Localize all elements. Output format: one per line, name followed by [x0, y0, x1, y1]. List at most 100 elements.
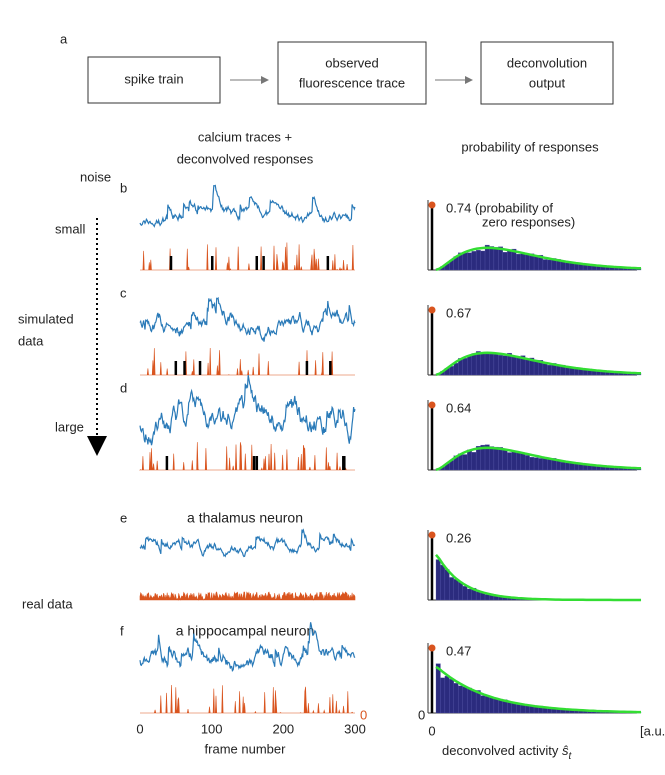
hist-bar: [543, 260, 547, 270]
zero-dot: [429, 202, 436, 209]
hist-bar: [503, 450, 507, 470]
calcium-trace: [140, 530, 355, 557]
hist-bar: [472, 690, 476, 713]
panel-title: a thalamus neuron: [187, 510, 303, 526]
calcium-trace: [140, 186, 355, 227]
zero-dot: [429, 402, 436, 409]
x-tick-label: 0: [136, 721, 143, 736]
hist-bar: [525, 455, 529, 470]
hist-bar: [494, 447, 498, 470]
hist-bar: [472, 353, 476, 375]
hist-bar: [476, 250, 480, 270]
x-tick-label: 300: [344, 721, 366, 736]
flow-box: [481, 42, 613, 104]
hist-bar: [521, 253, 525, 270]
hist-bar: [476, 592, 480, 600]
hist-bar: [503, 356, 507, 375]
calcium-trace: [140, 375, 355, 445]
true-spike: [327, 256, 330, 270]
flow-text: output: [529, 75, 566, 90]
subscript: t: [568, 751, 572, 762]
flow-box: [278, 42, 426, 104]
hist-bar: [476, 351, 480, 375]
row-label: simulated: [18, 311, 74, 326]
x-tick-label: 200: [272, 721, 294, 736]
deconvolved-response: [140, 592, 355, 600]
hist-bar: [494, 699, 498, 713]
hist-bar: [445, 676, 449, 713]
hist-bar: [489, 246, 493, 270]
true-spike: [343, 456, 346, 470]
zero-dot: [429, 532, 436, 539]
panel-title: a hippocampal neuron: [176, 623, 315, 639]
hist-bar: [494, 354, 498, 375]
hist-bar: [556, 461, 560, 470]
column-header: calcium traces +: [198, 129, 292, 144]
hist-bar: [436, 664, 440, 713]
x-axis-label: frame number: [205, 741, 287, 756]
calcium-trace: [140, 298, 355, 342]
hist-bar: [547, 365, 551, 375]
probability-label: 0.47: [446, 643, 471, 658]
hist-bar: [485, 595, 489, 600]
row-label: data: [18, 333, 44, 348]
deconvolved-response: [140, 442, 355, 470]
hist-bar: [534, 458, 538, 470]
hist-bar: [481, 251, 485, 270]
hist-bar: [507, 453, 511, 470]
true-spike: [262, 256, 265, 270]
hist-bar: [525, 359, 529, 375]
hist-bar: [507, 250, 511, 270]
row-label: large: [55, 419, 84, 434]
unit-label: [a.u.]: [640, 723, 665, 738]
probability-label: 0.74 (probability of: [446, 200, 553, 215]
deconvolved-response: [140, 348, 355, 375]
zero-dot: [429, 307, 436, 314]
hist-bar: [458, 686, 462, 713]
probability-label: 0.67: [446, 305, 471, 320]
hist-bar: [516, 254, 520, 270]
hist-bar: [463, 358, 467, 375]
hist-bar: [521, 454, 525, 470]
true-spike: [253, 456, 256, 470]
hist-bar: [481, 354, 485, 375]
hist-bar: [521, 705, 525, 713]
true-spike: [183, 361, 186, 375]
hist-bar: [463, 586, 467, 600]
hist-bar: [449, 679, 453, 713]
true-spike: [175, 361, 178, 375]
hist-bar: [543, 458, 547, 470]
hist-bar: [516, 357, 520, 375]
panel-letter: b: [120, 180, 127, 195]
hist-bar: [440, 678, 444, 713]
true-spike: [256, 456, 259, 470]
x-axis-label: deconvolved activity ŝt: [442, 743, 572, 761]
hist-bar: [561, 462, 565, 470]
true-spike: [329, 361, 332, 375]
hist-bar: [503, 252, 507, 270]
true-spike: [170, 256, 173, 270]
hist-bar: [489, 354, 493, 375]
hist-bar: [440, 565, 444, 600]
hist-bar: [463, 687, 467, 713]
hist-bar: [454, 363, 458, 375]
flow-text: deconvolution: [507, 55, 587, 70]
true-spike: [306, 361, 309, 375]
flow-text: fluorescence trace: [299, 75, 405, 90]
hist-bar: [543, 364, 547, 375]
hist-bar: [467, 356, 471, 375]
hist-bar: [525, 255, 529, 270]
hist-bar: [485, 352, 489, 375]
hist-bar: [539, 458, 543, 470]
hist-bar: [489, 697, 493, 713]
hist-bar: [565, 263, 569, 270]
hist-bar: [485, 696, 489, 713]
hist-bar: [516, 705, 520, 713]
true-spike: [256, 256, 259, 270]
flow-text: observed: [325, 55, 378, 70]
x-tick-label: 0: [428, 723, 435, 738]
hist-bar: [574, 369, 578, 375]
panel-letter: d: [120, 380, 127, 395]
flow-text: spike train: [124, 71, 183, 86]
hist-bar: [512, 357, 516, 375]
